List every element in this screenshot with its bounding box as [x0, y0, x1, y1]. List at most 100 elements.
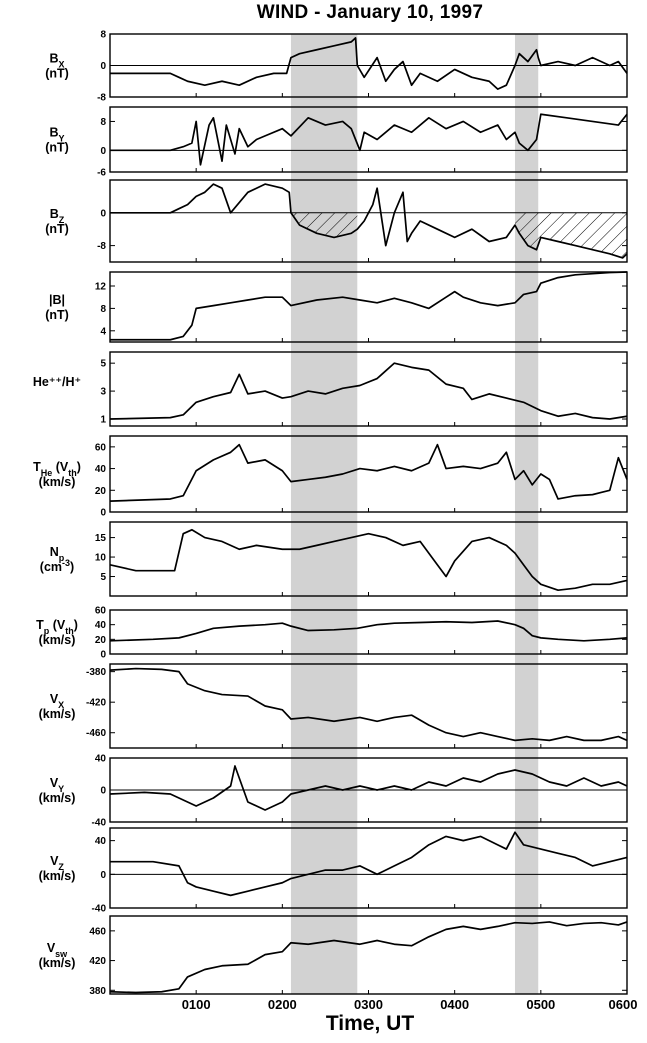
ytick-label-by-0: 8: [100, 117, 106, 128]
xtick-label-3: 0400: [440, 997, 469, 1012]
panel-frame-vsw: [109, 915, 628, 995]
ytick-label-tp-0: 60: [95, 606, 107, 617]
ytick-label-bz-0: 0: [100, 208, 106, 219]
series-line-by: [110, 113, 628, 166]
panel-label-main-vsw: V: [47, 941, 56, 955]
panel-units-bmag: (nT): [45, 308, 69, 322]
panel-label-by: BY: [49, 126, 64, 144]
panel-units-vx: (km/s): [39, 707, 76, 721]
panel-label-sub2-tp: th: [65, 626, 74, 636]
panel-label-the: THe (Vth): [33, 460, 81, 478]
series-line-bz: [110, 183, 628, 259]
ytick-label-bmag-1: 8: [100, 304, 106, 315]
series-line-vx: [109, 667, 628, 742]
panel-label-sub-by: Y: [59, 134, 65, 144]
panel-label-main-bx: B: [49, 52, 58, 66]
panel-frame-he: [109, 351, 628, 427]
ytick-label-by-1: 0: [100, 146, 106, 157]
bz-hatched-area-2: [514, 212, 627, 258]
ytick-label-bz-1: -8: [97, 241, 106, 252]
panel-label-sub-tp: p: [44, 626, 50, 636]
ytick-label-the-1: 40: [95, 464, 107, 475]
panel-label-main-by: B: [49, 126, 58, 140]
panel-label-bmag: |B|: [49, 293, 65, 307]
ytick-label-vsw-1: 420: [89, 956, 106, 967]
series-line-np: [109, 528, 628, 592]
panel-units-np: (cm-3): [40, 558, 74, 574]
ytick-label-vsw-2: 380: [89, 986, 106, 997]
panel-frame-the: [109, 435, 628, 513]
xtick-label-1: 0200: [268, 997, 297, 1012]
ytick-label-vx-1: -420: [86, 698, 106, 709]
ytick-label-np-0: 15: [95, 533, 107, 544]
ytick-label-bx-1: 0: [100, 61, 106, 72]
panel-label-sub-the: He: [41, 468, 53, 478]
panel-label-vsw: Vsw: [47, 941, 68, 959]
panel-units-by: (nT): [45, 141, 69, 155]
panel-units-tp: (km/s): [39, 633, 76, 647]
panel-label-main-vy: V: [50, 776, 59, 790]
panel-frame-by: [109, 106, 628, 173]
figure-title: WIND - January 10, 1997: [256, 2, 484, 23]
panel-label-sub-bz: Z: [59, 215, 65, 225]
series-line-the: [109, 443, 628, 502]
panel-label-main-np: N: [50, 545, 59, 559]
panel-units-main-np: (cm: [40, 560, 62, 574]
series-line-he: [109, 362, 628, 420]
shaded-interval-2: [514, 34, 539, 994]
ytick-label-the-3: 0: [100, 508, 106, 519]
ytick-label-vz-2: -40: [92, 904, 107, 915]
panel-label-sub-vx: X: [58, 700, 64, 710]
panel-label-vx: VX: [50, 692, 64, 710]
series-line-bmag: [110, 271, 628, 341]
panel-label-vz: VZ: [50, 854, 64, 872]
panel-label-main-vx: V: [50, 692, 59, 706]
panel-label-main-bmag: |B|: [49, 293, 65, 307]
panel-units-the: (km/s): [39, 475, 76, 489]
ytick-label-he-2: 1: [100, 415, 106, 426]
ytick-label-vx-2: -460: [86, 728, 106, 739]
panel-units-bz: (nT): [45, 222, 69, 236]
xtick-label-0: 0100: [182, 997, 211, 1012]
panel-label-bz: BZ: [50, 207, 65, 225]
panel-label-sub-vsw: sw: [55, 949, 68, 959]
panel-units-vsw: (km/s): [39, 956, 76, 970]
panel-label-sub-vz: Z: [58, 862, 64, 872]
panel-label-main-the: T: [33, 460, 41, 474]
ytick-label-vsw-0: 460: [89, 926, 106, 937]
series-line-bx: [110, 37, 628, 90]
panel-units-sup-np: -3: [62, 558, 70, 568]
panel-units-vz: (km/s): [39, 869, 76, 883]
ytick-label-np-1: 10: [95, 553, 107, 564]
panel-label-np: Np: [50, 545, 65, 563]
ytick-label-by-2: -6: [97, 168, 106, 179]
ytick-label-tp-2: 20: [95, 635, 107, 646]
panel-units-bx: (nT): [45, 67, 69, 81]
panel-units-end-np: ): [70, 560, 74, 574]
ytick-label-bx-0: 8: [100, 30, 106, 41]
panel-label-sub2-the: th: [68, 468, 77, 478]
bz-hatched-area-1: [290, 212, 358, 238]
ytick-label-vz-0: 40: [95, 836, 107, 847]
panel-label-main-he: He⁺⁺/H⁺: [33, 375, 81, 389]
panel-label-vy: VY: [50, 776, 64, 794]
xtick-label-2: 0300: [354, 997, 383, 1012]
panel-frame-vx: [109, 663, 628, 749]
panel-label-end-tp: ): [74, 618, 78, 632]
ytick-label-he-1: 3: [100, 387, 106, 398]
panel-label-sub-np: p: [59, 553, 65, 563]
ytick-label-tp-1: 40: [95, 620, 107, 631]
ytick-label-vy-2: -40: [92, 818, 107, 829]
ytick-label-vy-0: 40: [95, 754, 107, 765]
panel-label-main-tp: T: [36, 618, 44, 632]
ytick-label-tp-3: 0: [100, 650, 106, 661]
panel-label-mid-the: (V: [52, 460, 69, 474]
panel-frame-tp: [109, 609, 628, 655]
ytick-label-he-0: 5: [100, 359, 106, 370]
ytick-label-the-2: 20: [95, 486, 107, 497]
panel-label-end-the: ): [77, 460, 81, 474]
panel-label-mid-tp: (V: [49, 618, 66, 632]
ytick-label-vx-0: -380: [86, 667, 106, 678]
series-line-vy: [109, 765, 628, 811]
